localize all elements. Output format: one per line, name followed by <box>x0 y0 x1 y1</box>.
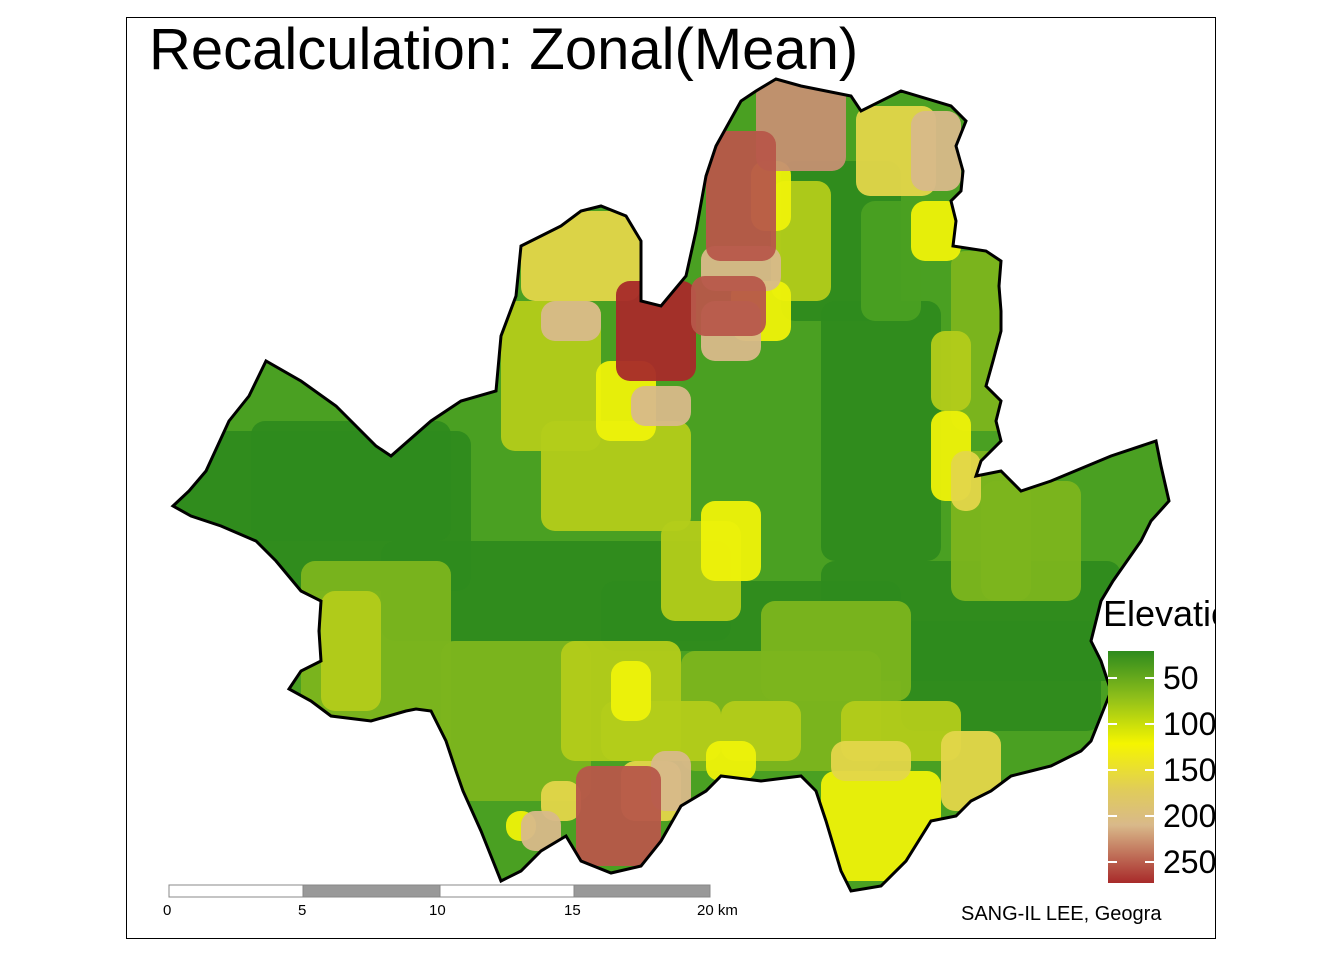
legend-label-100: 100 <box>1163 706 1216 742</box>
zone-patch <box>761 601 911 701</box>
scale-label-10: 10 <box>429 902 446 919</box>
zone-patch <box>521 811 561 851</box>
scale-segment <box>573 884 711 898</box>
zone-patch <box>251 421 451 541</box>
zone-patch <box>831 741 911 781</box>
map-credit: SANG-IL LEE, Geogra <box>961 903 1162 925</box>
zone-patch <box>756 81 846 171</box>
legend-label-250: 250 <box>1163 844 1216 880</box>
map-title: Recalculation: Zonal(Mean) <box>149 17 859 82</box>
scale-segment <box>439 884 575 898</box>
scale-label-15: 15 <box>564 902 581 919</box>
zone-patch <box>706 131 776 261</box>
zone-patches <box>173 81 1121 881</box>
seoul-boundary <box>170 77 1171 893</box>
legend-label-200: 200 <box>1163 798 1216 834</box>
scale-segment <box>168 884 304 898</box>
legend-color-bar <box>1108 651 1154 883</box>
zone-patch <box>951 451 981 511</box>
zone-patch <box>541 421 691 531</box>
legend-label-50: 50 <box>1163 660 1199 696</box>
zone-patch <box>611 661 651 721</box>
zone-patch <box>521 211 641 301</box>
zone-patch <box>911 201 961 261</box>
zone-patch <box>576 766 661 866</box>
zone-patch <box>631 386 691 426</box>
scale-label-0: 0 <box>163 902 172 919</box>
seoul-region <box>173 79 1169 891</box>
zone-patch <box>616 281 696 381</box>
zone-patch <box>701 501 761 581</box>
zone-patch <box>321 591 381 711</box>
legend-title: Elevation(m) <box>1103 593 1215 634</box>
legend-ticks <box>1108 677 1154 863</box>
zone-patch <box>911 111 961 191</box>
scale-label-20: 20 km <box>697 902 738 919</box>
scale-label-5: 5 <box>298 902 307 919</box>
zone-patch <box>931 331 971 411</box>
zone-patch <box>541 301 601 341</box>
zone-patch <box>981 481 1081 601</box>
map-frame: Recalculation: Zonal(Mean) Elevation(m) … <box>126 17 1216 939</box>
map-canvas <box>168 77 1171 898</box>
legend-label-150: 150 <box>1163 752 1216 788</box>
zone-patch <box>941 731 1001 811</box>
zone-patch <box>821 301 941 561</box>
zone-patch <box>441 641 591 801</box>
scale-segment <box>302 884 441 898</box>
zone-patch <box>706 741 756 781</box>
zone-patch <box>861 201 921 321</box>
scale-bar <box>168 884 711 898</box>
zone-patch <box>541 781 581 821</box>
zone-patch <box>691 276 766 336</box>
